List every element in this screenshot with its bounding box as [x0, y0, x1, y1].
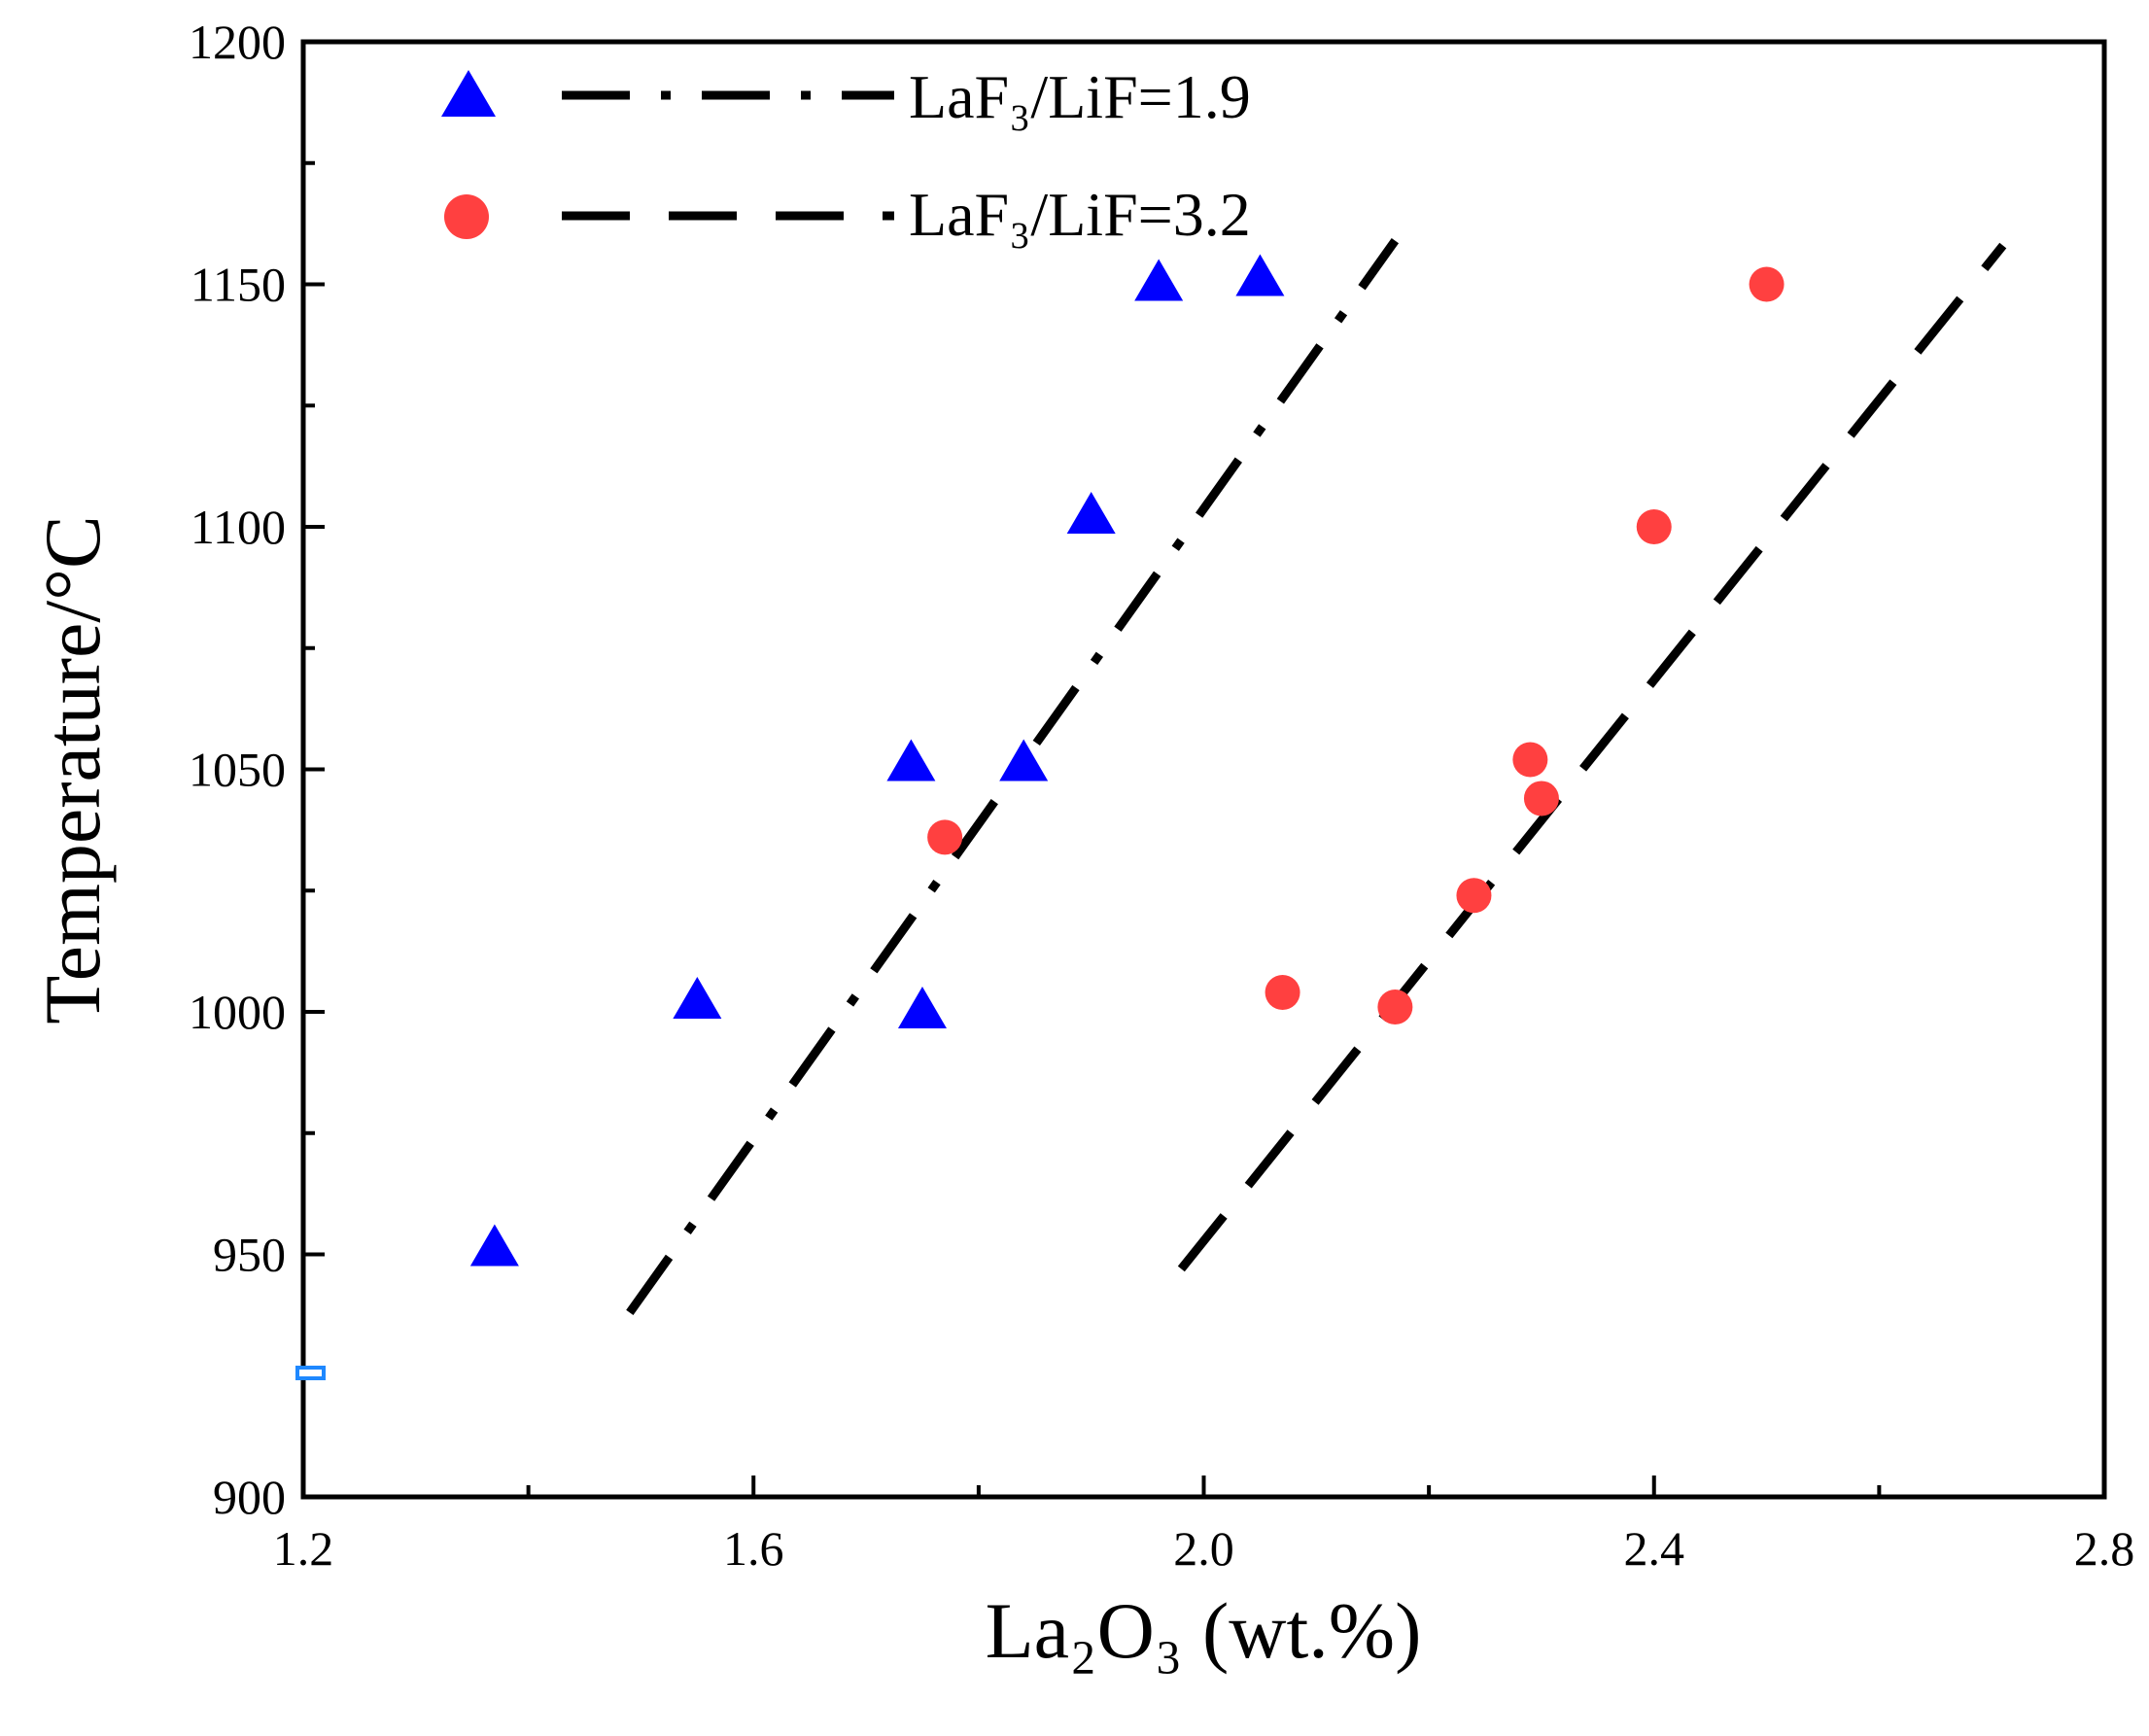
- y-axis-ticks: 900 950 1000 1050 1100 1150 1200: [189, 15, 325, 1524]
- point-series-1: [469, 1224, 519, 1267]
- y-tick-label: 1050: [189, 743, 286, 797]
- legend-label-series-1: LaF₃/LiF=1.9: [909, 62, 1251, 131]
- point-series-2: [1749, 266, 1785, 302]
- point-series-1: [1134, 259, 1184, 301]
- x-tick-label: 2.0: [1173, 1521, 1234, 1576]
- point-series-1: [897, 987, 947, 1028]
- legend-marker-circle: [444, 194, 489, 239]
- legend-label-series-2: LaF₃/LiF=3.2: [909, 180, 1251, 249]
- point-series-2: [1636, 509, 1672, 544]
- point-series-2: [1456, 878, 1492, 914]
- point-series-2: [1265, 975, 1300, 1011]
- legend: LaF₃/LiF=1.9 LaF₃/LiF=3.2: [441, 62, 1251, 249]
- x-tick-label: 1.6: [723, 1521, 784, 1576]
- axis-handle-marker: [295, 1366, 326, 1380]
- legend-marker-triangle: [441, 70, 496, 117]
- y-tick-label: 950: [213, 1228, 286, 1282]
- y-tick-label: 1150: [191, 258, 286, 312]
- x-axis-title: La₂O₃ (wt.%): [986, 1586, 1422, 1675]
- point-series-1: [1235, 254, 1285, 296]
- point-series-2: [1523, 781, 1559, 816]
- point-series-2: [1512, 742, 1548, 778]
- y-tick-label: 1200: [189, 15, 286, 69]
- fit-lines: [626, 237, 2007, 1315]
- fit-line-series-2: [1177, 242, 2007, 1272]
- y-axis-title: Temperature/°C: [28, 515, 117, 1024]
- point-series-2: [927, 819, 963, 855]
- point-series-1: [886, 739, 936, 781]
- data-points: [469, 254, 1785, 1267]
- x-tick-label: 2.8: [2074, 1521, 2135, 1576]
- y-tick-label: 1100: [191, 500, 286, 554]
- point-series-1: [673, 977, 722, 1020]
- x-axis-ticks: 1.2 1.6 2.0 2.4 2.8: [273, 1476, 2135, 1576]
- point-series-2: [1377, 990, 1413, 1025]
- y-tick-label: 1000: [189, 985, 286, 1039]
- x-tick-label: 1.2: [273, 1521, 334, 1576]
- point-series-1: [1066, 492, 1116, 535]
- point-series-1: [999, 739, 1049, 781]
- x-tick-label: 2.4: [1624, 1521, 1685, 1576]
- plot-frame: [300, 39, 2107, 1500]
- y-tick-label: 900: [213, 1470, 286, 1524]
